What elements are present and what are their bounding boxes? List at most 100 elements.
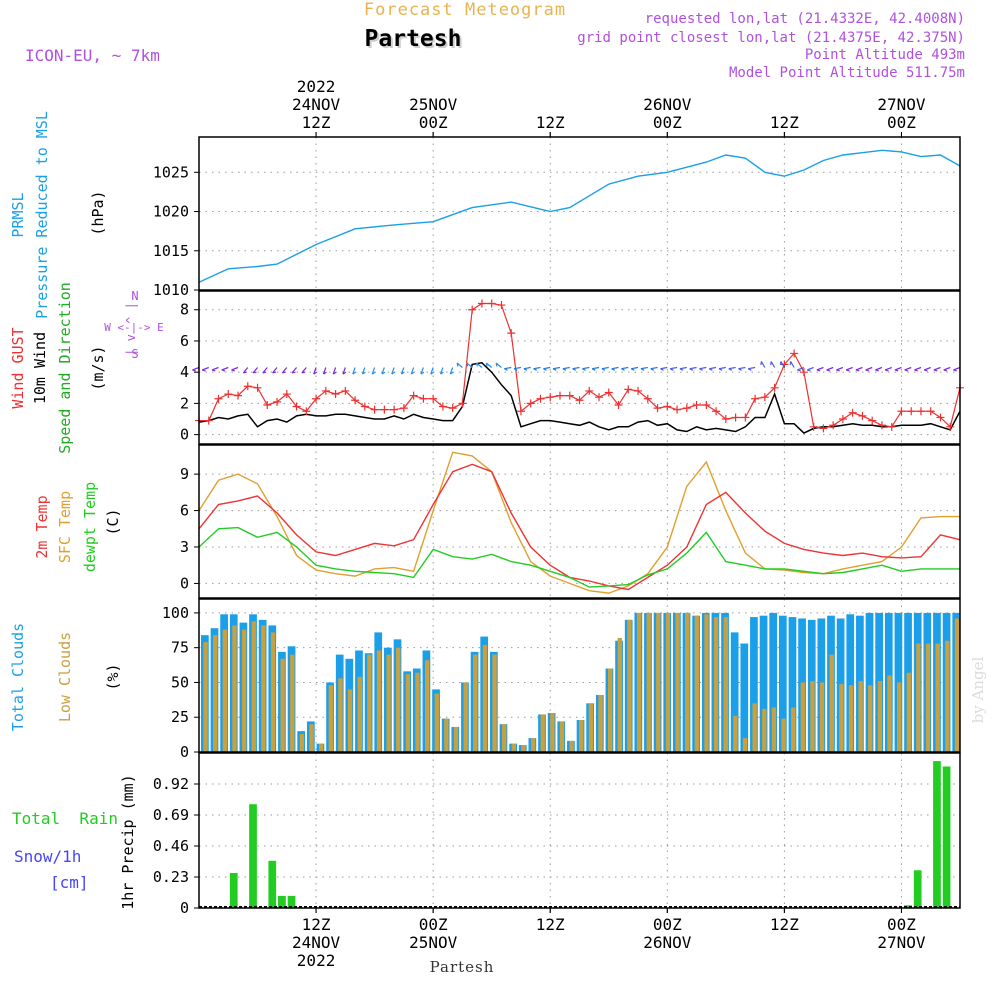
wind-direction-arrow	[865, 366, 873, 372]
wind-direction-arrow	[562, 366, 570, 371]
wind-direction-arrow	[291, 367, 298, 374]
low-cloud-bar	[540, 714, 545, 752]
time-tick-label: 12Z	[536, 113, 565, 132]
gust-marker	[487, 299, 496, 308]
wind-direction-arrow	[845, 366, 853, 372]
wind-direction-arrow	[391, 367, 395, 375]
wind-direction-arrow	[933, 366, 941, 372]
gust-marker	[819, 424, 828, 433]
gust-marker	[312, 394, 321, 403]
time-tick-label: 12Z	[536, 915, 565, 934]
time-tick-label: 12Z	[770, 915, 799, 934]
low-cloud-bar	[617, 637, 622, 752]
low-cloud-bar	[704, 614, 709, 752]
low-cloud-bar	[213, 635, 218, 752]
gust-marker	[721, 415, 730, 424]
gust-marker	[419, 394, 428, 403]
gust-marker	[468, 305, 477, 314]
wind-direction-arrow	[504, 366, 512, 371]
wind-direction-arrow	[679, 366, 687, 371]
low-cloud-bar	[502, 724, 507, 752]
wind-direction-arrow	[201, 366, 209, 372]
low-cloud-bar	[771, 707, 777, 752]
wind-direction-arrow	[660, 366, 668, 371]
credit-watermark: by Angel	[969, 656, 987, 723]
wind-direction-arrow	[826, 366, 834, 372]
gust-marker	[692, 400, 701, 409]
wind-direction-arrow	[640, 366, 648, 371]
wind-direction-arrow	[281, 367, 288, 374]
total-cloud-bar	[865, 612, 874, 752]
wind-direction-arrow	[943, 366, 951, 372]
pressure-unit-label: (hPa)	[89, 190, 107, 235]
wind-gust-line	[199, 302, 961, 430]
cloud-unit-label: (%)	[104, 663, 122, 690]
y-tick-label: 0	[180, 899, 189, 917]
wind-direction-arrow	[699, 366, 707, 371]
gust-marker	[555, 391, 564, 400]
low-cloud-bar	[906, 672, 911, 752]
gust-marker	[448, 404, 457, 413]
wind-direction-arrow	[211, 366, 219, 372]
wind-direction-arrow	[904, 366, 912, 372]
gust-marker	[507, 329, 516, 338]
prmsl-line	[198, 149, 961, 283]
y-tick-label: 50	[171, 673, 189, 691]
y-tick-label: 0.23	[153, 868, 189, 886]
low-cloud-bar	[424, 660, 430, 752]
wind-direction-arrow	[789, 361, 795, 368]
low-clouds-label: Low Clouds	[56, 632, 74, 722]
wind-direction-arrow	[914, 366, 922, 372]
wind-direction-label: Speed and Direction	[56, 282, 74, 454]
sfc-temp-line	[198, 451, 960, 594]
wind-direction-arrow	[816, 366, 824, 372]
chart-marks	[192, 149, 964, 908]
low-cloud-bar	[347, 689, 353, 752]
low-cloud-bar	[299, 733, 305, 752]
low-cloud-bar	[636, 612, 642, 752]
time-tick-label: 26NOV	[643, 933, 692, 952]
time-tick-label: 27NOV	[877, 933, 926, 952]
time-tick-label: 12Z	[302, 915, 331, 934]
rain-bar	[904, 905, 912, 908]
gust-marker	[282, 390, 291, 399]
gust-marker	[429, 394, 438, 403]
total-cloud-bar	[750, 617, 758, 752]
dewpoint-line	[198, 526, 960, 588]
gust-marker	[634, 386, 643, 395]
gust-marker	[702, 400, 711, 409]
gust-marker	[331, 390, 340, 399]
wind-direction-arrow	[242, 367, 249, 374]
y-tick-label: 1015	[153, 242, 189, 260]
total-cloud-bar	[778, 615, 787, 752]
y-tick-label: 0	[180, 743, 189, 761]
wind-direction-arrow	[352, 367, 356, 375]
gust-marker	[370, 405, 379, 414]
gust-marker	[341, 386, 350, 395]
wind-direction-arrow	[728, 366, 736, 371]
gust-marker	[253, 383, 262, 392]
wind-direction-arrow	[747, 366, 756, 371]
time-tick-label: 00Z	[887, 915, 916, 934]
compass-north: N	[131, 289, 138, 303]
y-tick-label: 100	[162, 604, 189, 622]
low-cloud-bar	[521, 745, 526, 752]
wind-direction-arrow	[572, 366, 580, 371]
time-tick-label: 00Z	[653, 113, 682, 132]
panel-frame-clouds	[198, 598, 961, 753]
gust-marker	[321, 386, 330, 395]
gust-marker	[526, 399, 535, 408]
low-cloud-bar	[511, 743, 516, 752]
low-cloud-bar	[328, 685, 333, 752]
wind-direction-arrow	[361, 367, 366, 375]
wind-labels: Wind GUST 10m Wind Speed and Direction (…	[9, 282, 164, 454]
low-cloud-bar	[868, 685, 873, 752]
low-cloud-bar	[222, 629, 228, 752]
y-tick-label: 0.69	[153, 806, 189, 824]
gust-marker	[624, 385, 633, 394]
panel-frame-temp	[198, 444, 961, 599]
wind-direction-arrow	[262, 367, 268, 374]
gust-marker	[751, 394, 760, 403]
wind-direction-arrow	[923, 366, 931, 372]
